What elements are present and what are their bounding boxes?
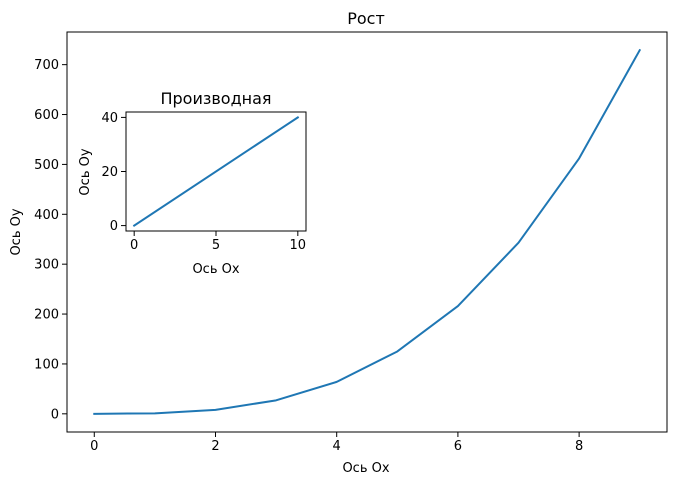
main-chart-y-tick-label: 600 <box>34 108 59 123</box>
main-chart-y-tick-label: 500 <box>34 158 59 173</box>
main-chart-y-tick-label: 700 <box>34 58 59 73</box>
main-chart-series-line-0 <box>93 48 642 415</box>
inset-chart-y-tick-label: 40 <box>101 111 118 126</box>
inset-chart-x-ticks: 0 5 10 <box>130 231 306 253</box>
inset-chart-x-tick-label: 5 <box>212 238 220 253</box>
main-chart-x-tick-label: 4 <box>333 439 341 454</box>
inset-chart-x-tick-label: 10 <box>290 238 307 253</box>
inset-chart-y-axis-label: Ось Oy <box>78 148 93 195</box>
main-chart-x-tick-label: 2 <box>211 439 219 454</box>
main-chart-x-tick-label: 8 <box>575 439 583 454</box>
main-chart-y-ticks: 0 100 200 300 400 500 600 700 <box>34 58 67 422</box>
main-chart-frame <box>66 31 668 433</box>
inset-chart-x-tick-label: 0 <box>130 238 138 253</box>
main-chart-x-tick-label: 0 <box>90 439 98 454</box>
main-chart-x-ticks: 0 2 4 6 8 <box>90 432 583 454</box>
inset-chart-y-tick-label: 0 <box>110 219 118 234</box>
main-chart-x-tick-label: 6 <box>454 439 462 454</box>
main-chart-y-axis-label: Ось Oy <box>9 208 24 255</box>
inset-chart-title: Производная <box>160 89 271 108</box>
main-chart-y-tick-label: 300 <box>34 258 59 273</box>
main-chart-y-tick-label: 100 <box>34 357 59 372</box>
main-chart-x-axis-label: Ось Ox <box>342 461 389 476</box>
main-chart-title: Рост <box>347 9 385 28</box>
main-chart-y-tick-label: 200 <box>34 308 59 323</box>
main-chart-marks <box>93 48 642 415</box>
inset-chart-y-ticks: 0 20 40 <box>101 111 126 234</box>
inset-chart-y-tick-label: 20 <box>101 165 118 180</box>
main-chart-y-tick-label: 400 <box>34 208 59 223</box>
inset-chart-marks <box>132 116 300 227</box>
inset-chart-x-axis-label: Ось Ox <box>192 262 239 277</box>
inset-chart-series-line-0 <box>132 116 300 227</box>
inset-chart: Производная 0 5 10 0 20 40 Ось Ox Ось Oy <box>78 89 307 277</box>
main-chart-y-tick-label: 0 <box>51 407 59 422</box>
